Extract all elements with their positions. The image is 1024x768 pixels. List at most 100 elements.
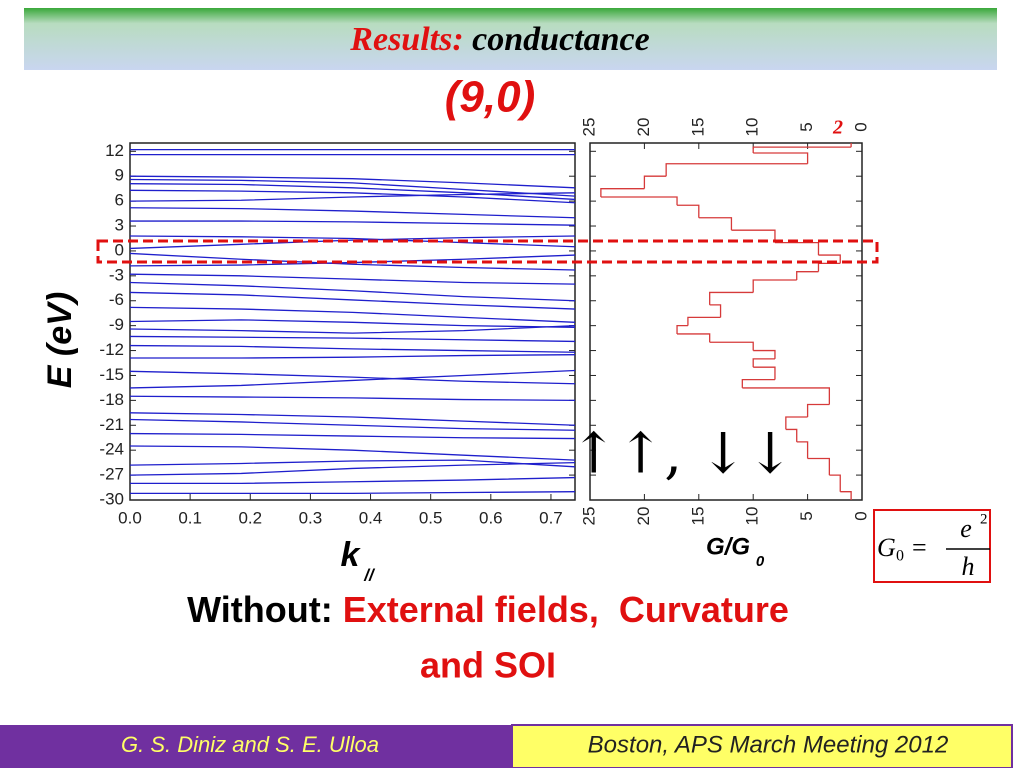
conductance-step — [600, 188, 645, 197]
x-tick-label: 0.2 — [238, 508, 262, 527]
note-line2: and SOI — [420, 645, 556, 686]
y-tick-label: -21 — [99, 415, 124, 434]
conductance-step — [709, 341, 754, 351]
x-tick-label: 0.1 — [178, 508, 202, 527]
x-axis-label-sub: 0 — [756, 553, 765, 570]
band — [129, 207, 576, 219]
band — [129, 412, 576, 426]
x-tick-label: 10 — [743, 507, 762, 526]
y-tick-label: -27 — [99, 465, 124, 484]
conductance-step — [752, 279, 797, 293]
x-tick-label: 0.7 — [539, 508, 563, 527]
band — [129, 252, 576, 271]
conductance-step — [806, 403, 830, 417]
band — [129, 192, 576, 202]
formula-lhs: G — [877, 533, 896, 562]
formula: G 0 = e 2 h — [877, 511, 990, 581]
x-tick-label: 0.6 — [479, 508, 503, 527]
x-tick-label: 0 — [851, 122, 870, 131]
footer-left: G. S. Diniz and S. E. Ulloa — [121, 732, 379, 757]
conductance-step — [840, 491, 852, 500]
band — [129, 432, 576, 440]
x-tick-label: 25 — [579, 507, 598, 526]
band — [129, 418, 576, 431]
y-tick-label: -9 — [109, 315, 124, 334]
y-tick-label: 6 — [115, 191, 124, 210]
conductance-step — [753, 152, 809, 164]
highlight-box — [96, 239, 879, 264]
conductance-step — [807, 457, 831, 476]
band — [129, 235, 576, 248]
x-tick-label: 0.3 — [299, 508, 323, 527]
y-tick-label: -15 — [99, 365, 124, 384]
formula-box — [873, 509, 991, 583]
conductance-step — [687, 316, 721, 326]
conductance-frame — [589, 142, 863, 501]
conductance-step — [698, 217, 733, 231]
conductance-step — [709, 291, 754, 305]
band — [129, 183, 576, 201]
band — [129, 319, 576, 328]
x-tick-label: 15 — [688, 118, 707, 137]
conductance-step — [709, 304, 722, 318]
band — [129, 235, 576, 250]
band — [129, 445, 576, 461]
conductance-step — [829, 474, 841, 492]
y-axis-label: E (eV) — [41, 292, 79, 388]
title-bar — [24, 8, 997, 70]
conductance-step — [796, 271, 819, 280]
band — [129, 306, 576, 323]
conductance-step — [677, 204, 700, 218]
x-tick-label: 10 — [743, 118, 762, 137]
band — [130, 354, 576, 359]
band — [129, 175, 576, 189]
band — [129, 461, 576, 476]
conductance-step — [677, 333, 711, 343]
y-tick-label: 9 — [115, 166, 124, 185]
band — [129, 189, 576, 204]
x-axis-label-sub: // — [363, 565, 376, 584]
conductance-step — [600, 196, 678, 206]
y-tick-label: -6 — [109, 290, 124, 309]
y-tick-label: 0 — [115, 240, 124, 259]
conductance-step — [643, 175, 667, 189]
title-a: Results: — [349, 21, 463, 58]
conductance-step — [752, 358, 775, 368]
band — [129, 395, 576, 402]
note-b: External fields, Curvature — [343, 589, 789, 630]
y-tick-label: 12 — [105, 141, 124, 160]
x-tick-label: 20 — [634, 118, 653, 137]
conductance-step — [785, 428, 798, 442]
footer-right-bar — [511, 724, 1013, 768]
band — [129, 344, 576, 353]
formula-eq: = — [912, 533, 927, 562]
conductance-step — [796, 441, 809, 459]
band — [129, 273, 576, 285]
y-tick-label: 3 — [115, 216, 124, 235]
conductance-step — [817, 262, 841, 272]
y-tick-label: -30 — [99, 489, 124, 508]
band — [129, 325, 576, 334]
conductance-step — [753, 366, 776, 380]
x-axis-label: k — [341, 536, 362, 574]
x-tick-label: 0.0 — [118, 508, 142, 527]
x-axis-label: G/G — [706, 533, 750, 560]
band — [130, 476, 576, 485]
band — [129, 291, 576, 310]
footer-right: Boston, APS March Meeting 2012 — [588, 731, 949, 758]
subtitle: (9,0) — [445, 73, 535, 122]
band — [130, 220, 576, 226]
y-tick-label: -18 — [99, 390, 124, 409]
y-tick-label: -3 — [109, 265, 124, 284]
x-tick-label: 15 — [688, 507, 707, 526]
formula-sup: 2 — [980, 511, 988, 527]
x-tick-label: 0.4 — [359, 508, 383, 527]
conductance-step — [665, 163, 808, 177]
conductance-step — [818, 254, 841, 264]
conductance-step — [676, 325, 688, 334]
x-tick-label: 5 — [797, 122, 816, 131]
conductance-step — [785, 416, 808, 430]
x-tick-label: 0.5 — [419, 508, 443, 527]
conductance-step — [753, 349, 776, 359]
note-a: Without: — [187, 589, 333, 630]
